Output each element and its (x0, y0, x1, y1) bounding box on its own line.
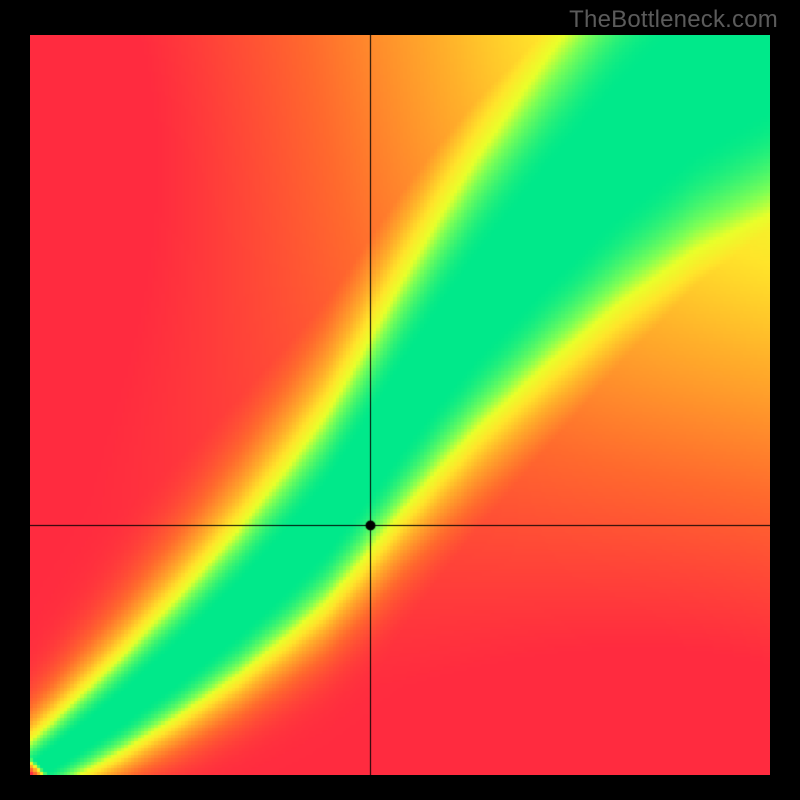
root: TheBottleneck.com (0, 0, 800, 800)
watermark-text: TheBottleneck.com (569, 6, 778, 34)
bottleneck-heatmap (30, 35, 770, 775)
plot-area (30, 35, 770, 775)
